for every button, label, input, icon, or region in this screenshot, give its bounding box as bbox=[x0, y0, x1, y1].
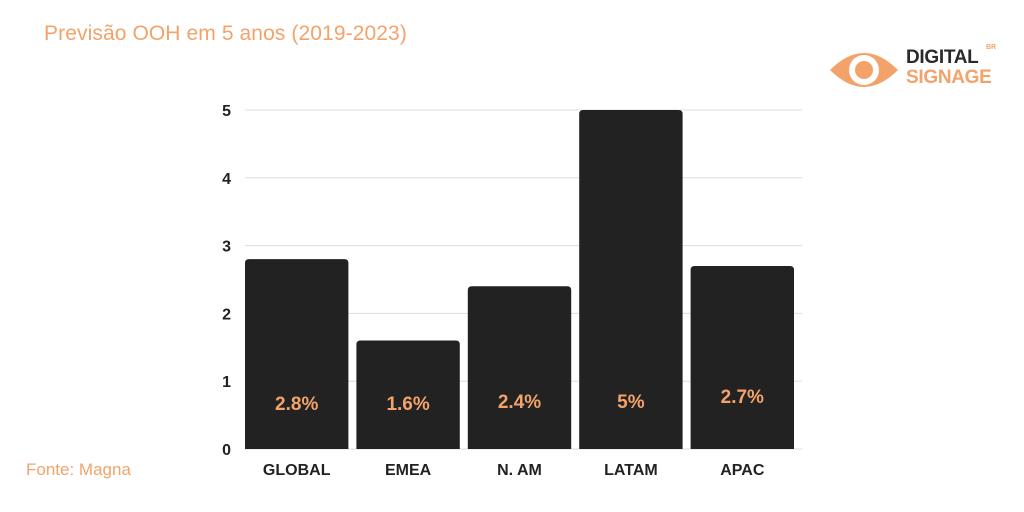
data-label: 1.6% bbox=[386, 394, 429, 415]
y-tick-label: 5 bbox=[222, 103, 231, 120]
data-label: 2.8% bbox=[275, 394, 318, 415]
x-tick-label: APAC bbox=[720, 462, 765, 479]
brand-logo: DIGITAL SIGNAGE BR bbox=[828, 42, 1008, 98]
y-tick-label: 2 bbox=[222, 306, 231, 323]
x-tick-label: LATAM bbox=[604, 462, 658, 479]
data-label: 5% bbox=[617, 392, 645, 413]
chart-title: Previsão OOH em 5 anos (2019-2023) bbox=[44, 22, 407, 45]
source-note: Fonte: Magna bbox=[26, 460, 131, 479]
logo-superscript: BR bbox=[986, 44, 997, 51]
bar bbox=[690, 265, 794, 449]
eye-icon bbox=[830, 53, 898, 87]
y-tick-label: 1 bbox=[222, 374, 231, 391]
bar bbox=[356, 340, 460, 449]
logo-line-digital: DIGITAL bbox=[906, 47, 979, 68]
bar bbox=[467, 286, 572, 449]
bar bbox=[245, 259, 349, 449]
logo-wordmark: DIGITAL SIGNAGE bbox=[906, 48, 992, 88]
x-tick-label: N. AM bbox=[497, 462, 542, 479]
logo-line-signage: SIGNAGE bbox=[906, 67, 992, 88]
x-tick-label: EMEA bbox=[385, 462, 432, 479]
y-tick-label: 4 bbox=[222, 171, 231, 188]
y-tick-label: 0 bbox=[222, 442, 231, 459]
x-tick-label: GLOBAL bbox=[263, 462, 331, 479]
y-tick-label: 3 bbox=[222, 239, 231, 256]
bar bbox=[579, 110, 683, 449]
data-label: 2.7% bbox=[721, 387, 764, 408]
data-label: 2.4% bbox=[498, 392, 541, 413]
